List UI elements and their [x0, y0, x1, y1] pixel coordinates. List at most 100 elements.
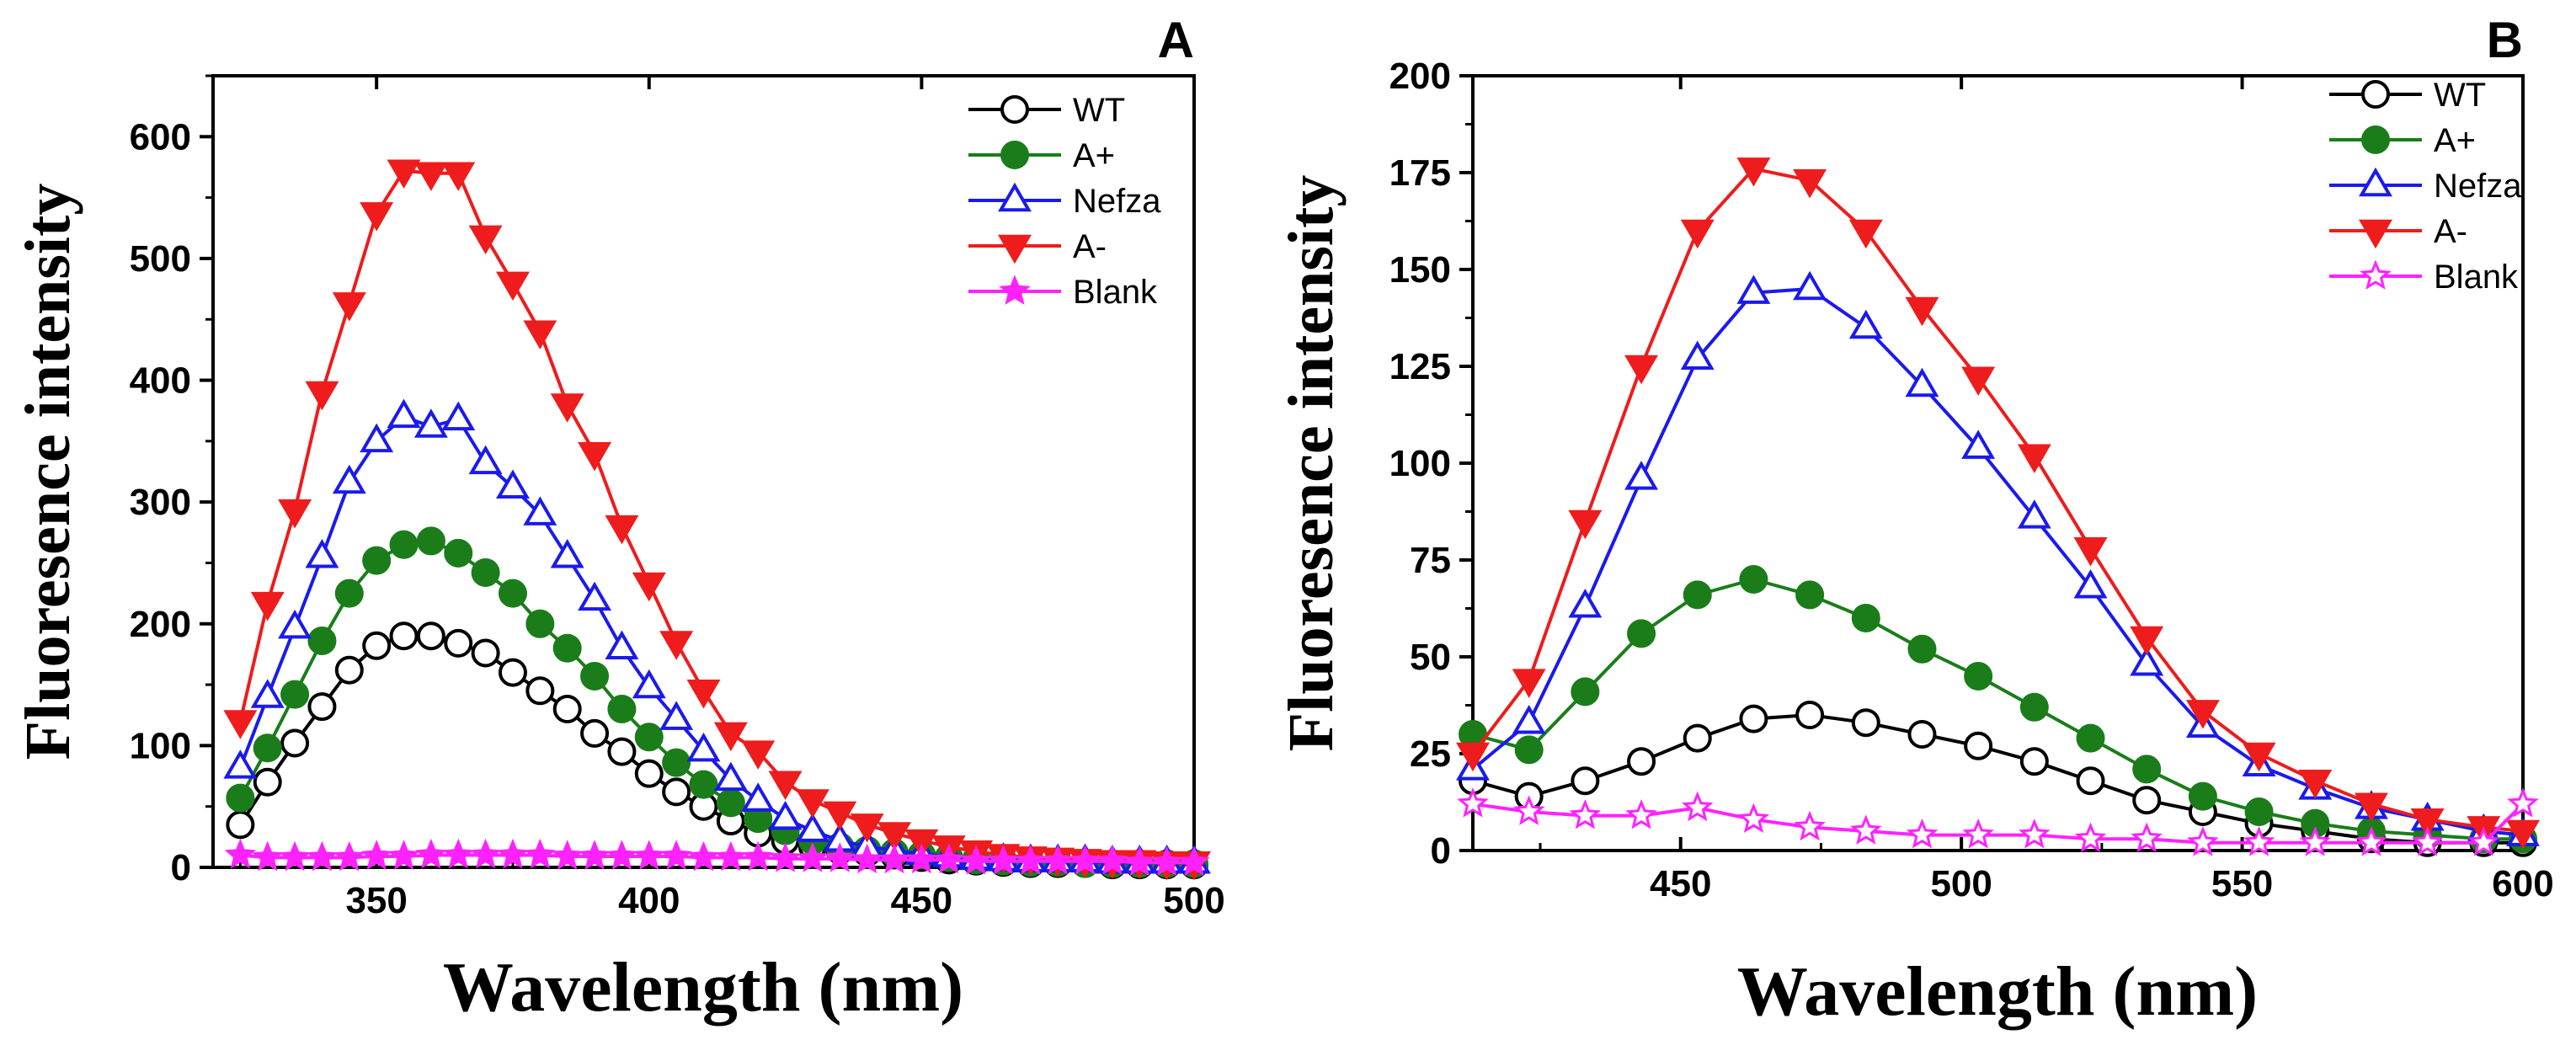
- legend-label: Blank: [2434, 259, 2519, 296]
- data-point: [659, 631, 694, 660]
- data-point: [1964, 662, 1993, 691]
- data-point: [413, 162, 448, 191]
- data-point: [523, 320, 557, 349]
- chart-panel-a: 350 400 450 500 0 100 200 300 400 500 600 WT A+ Nefz…: [13, 12, 1225, 1027]
- y-tick-label: 400: [130, 360, 191, 402]
- data-point: [1961, 429, 1996, 459]
- data-point: [226, 810, 255, 840]
- data-point: [634, 759, 664, 788]
- data-point: [823, 801, 857, 831]
- data-point: [415, 838, 447, 869]
- data-point: [824, 842, 856, 872]
- data-point: [224, 838, 257, 869]
- data-point: [550, 393, 584, 423]
- legend-item: A+: [968, 137, 1115, 174]
- data-point: [797, 842, 829, 872]
- data-point: [278, 499, 312, 529]
- data-point: [878, 843, 910, 874]
- data-point: [334, 655, 364, 685]
- data-point: [332, 292, 366, 322]
- axis-ticks-b: 450 500 550 600 0 25 50 75 100 125 150 175 200: [1389, 56, 2554, 904]
- data-point: [360, 840, 392, 870]
- data-point: [2017, 444, 2051, 474]
- data-point: [1795, 701, 1825, 729]
- data-point: [1456, 742, 1490, 772]
- data-point: [1069, 845, 1101, 875]
- legend-marker: [998, 182, 1032, 212]
- data-point: [1795, 580, 1825, 610]
- data-point: [279, 840, 311, 872]
- y-tick-label: 25: [1410, 733, 1451, 775]
- data-point: [850, 813, 884, 843]
- y-tick-label: 100: [130, 725, 191, 766]
- data-point: [987, 845, 1020, 875]
- y-tick-label: 125: [1389, 346, 1451, 387]
- data-point: [1569, 798, 1602, 829]
- data-point: [741, 782, 776, 812]
- data-point: [905, 843, 938, 874]
- data-point: [471, 558, 500, 588]
- data-point: [2132, 786, 2162, 815]
- data-point: [2410, 808, 2445, 838]
- data-point: [1850, 814, 1882, 845]
- y-tick-label: 150: [1389, 249, 1451, 291]
- data-point: [2017, 499, 2051, 529]
- legend-item: Nefza: [968, 182, 1161, 220]
- data-point: [662, 748, 691, 777]
- data-point: [2187, 826, 2219, 856]
- data-point: [578, 581, 612, 611]
- data-point: [1682, 791, 1714, 822]
- data-point: [605, 630, 639, 659]
- legend-label: Blank: [1073, 274, 1158, 311]
- data-point: [1905, 367, 1939, 397]
- data-point: [607, 737, 637, 766]
- data-point: [1907, 720, 1937, 749]
- data-point: [362, 631, 392, 660]
- data-point: [1683, 723, 1712, 753]
- data-point: [768, 800, 803, 830]
- data-point: [497, 838, 529, 869]
- data-point: [441, 401, 476, 431]
- data-point: [389, 621, 419, 651]
- data-point: [416, 621, 445, 651]
- data-point: [1964, 731, 1993, 760]
- x-axis-title-b: Wavelength (nm): [1737, 952, 2258, 1031]
- data-point: [605, 840, 638, 870]
- data-point: [1178, 845, 1210, 877]
- data-point: [278, 609, 312, 639]
- x-tick-label: 400: [618, 880, 680, 921]
- data-point: [2298, 769, 2333, 799]
- data-point: [1571, 766, 1600, 796]
- data-point: [2243, 826, 2275, 856]
- data-point: [1512, 795, 1545, 825]
- data-point: [360, 423, 394, 453]
- legend-marker: [2359, 167, 2392, 197]
- series-a--a: [223, 159, 1211, 881]
- data-point: [1096, 845, 1128, 875]
- y-tick-label: 200: [1389, 56, 1451, 97]
- legend-label: A-: [1073, 228, 1107, 265]
- data-point: [334, 579, 364, 608]
- data-point: [632, 572, 666, 602]
- data-point: [605, 515, 639, 545]
- data-point: [686, 732, 721, 762]
- data-point: [634, 723, 664, 752]
- data-point: [1739, 565, 1768, 594]
- data-point: [580, 661, 610, 691]
- data-point: [1851, 604, 1880, 632]
- x-tick-label: 600: [2492, 863, 2553, 904]
- data-point: [1627, 747, 1656, 776]
- data-point: [1794, 810, 1826, 841]
- data-point: [2506, 819, 2540, 850]
- data-point: [2074, 822, 2107, 853]
- data-point: [1848, 309, 1883, 339]
- legend-item: Blank: [2329, 259, 2519, 296]
- data-point: [1680, 340, 1715, 371]
- y-axis-title-a: Fluoresence intensity: [13, 184, 83, 760]
- legend-label: Nefza: [2434, 168, 2522, 205]
- data-point: [2467, 826, 2500, 856]
- data-point: [1568, 588, 1603, 618]
- legend-marker: [2361, 125, 2390, 154]
- data-point: [1737, 803, 1770, 834]
- data-point: [741, 740, 776, 770]
